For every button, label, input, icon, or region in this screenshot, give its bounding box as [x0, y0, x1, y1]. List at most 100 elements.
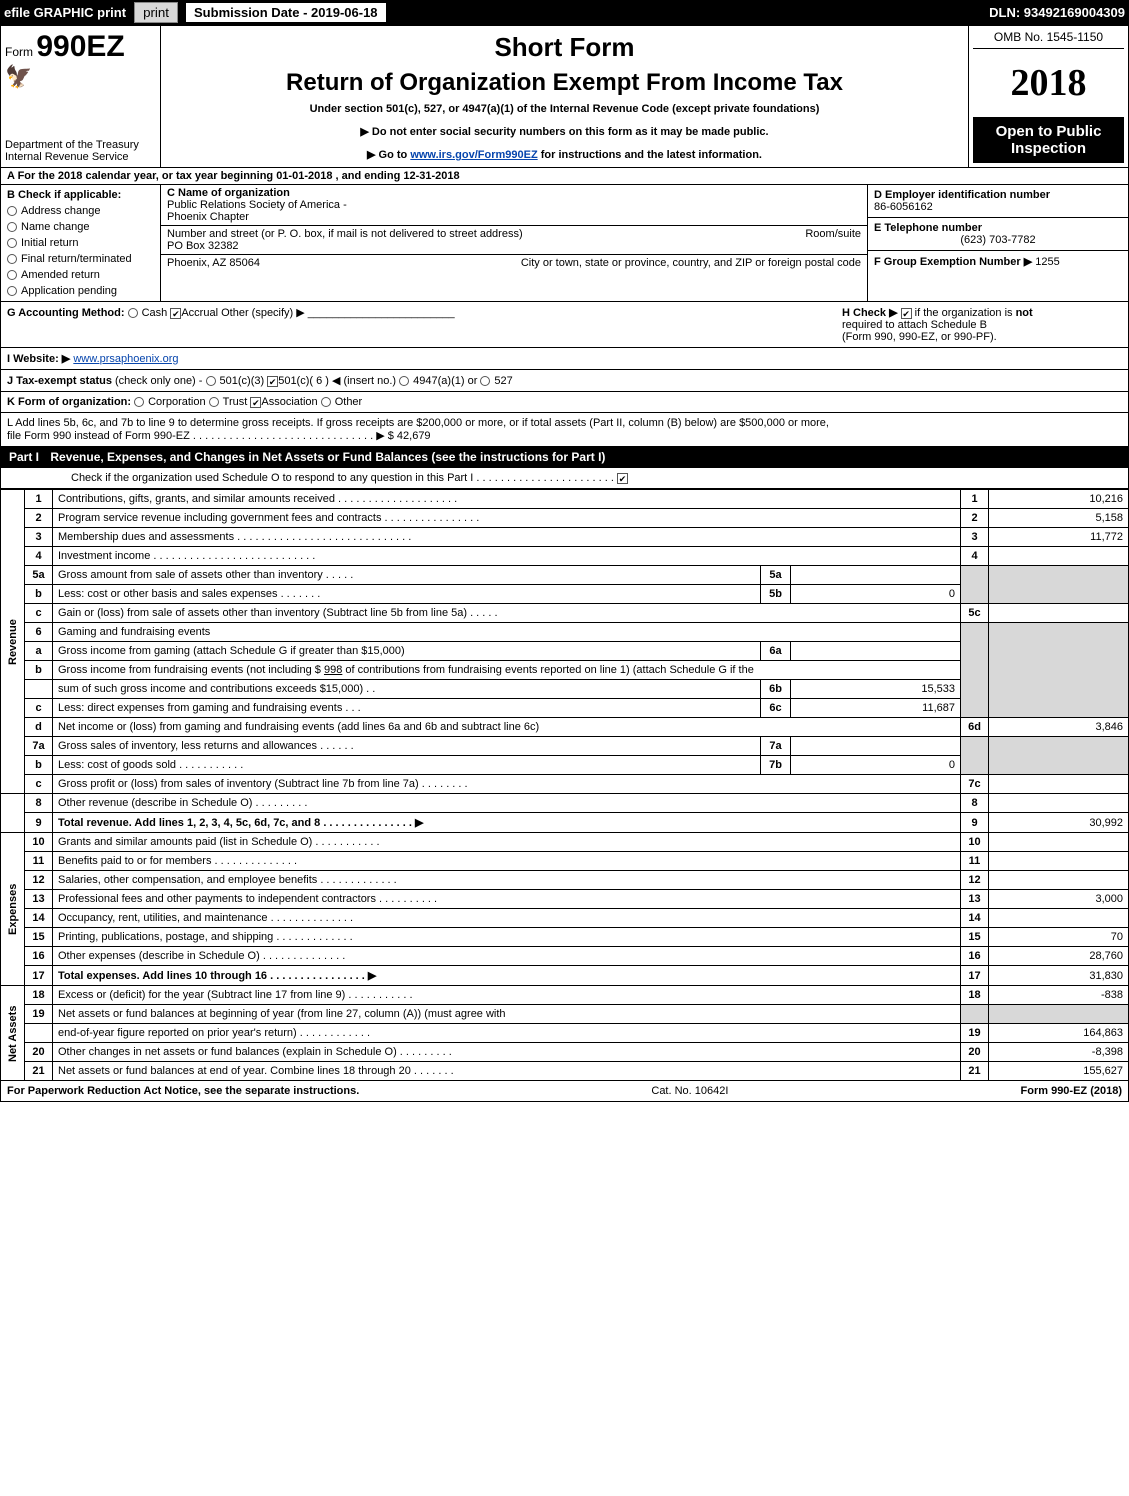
l6b2-num	[25, 680, 53, 699]
l18-num: 18	[25, 986, 53, 1005]
l-text1: L Add lines 5b, 6c, and 7b to line 9 to …	[7, 417, 1122, 429]
opt-accrual: Accrual	[181, 307, 218, 319]
h-text1: if the organization is	[915, 307, 1013, 319]
l11-num: 11	[25, 852, 53, 871]
l8-num: 8	[25, 794, 53, 813]
opt-corp: Corporation	[148, 396, 205, 408]
l10-rv	[989, 833, 1129, 852]
check-accrual[interactable]	[170, 308, 181, 319]
l11-desc: Benefits paid to or for members . . . . …	[53, 852, 961, 871]
l6d-desc: Net income or (loss) from gaming and fun…	[53, 718, 961, 737]
instr-goto-suffix: for instructions and the latest informat…	[541, 149, 762, 161]
l5c-num: c	[25, 604, 53, 623]
part1-header: Part I Revenue, Expenses, and Changes in…	[0, 447, 1129, 468]
l19b-rv: 164,863	[989, 1024, 1129, 1043]
l2-desc: Program service revenue including govern…	[53, 509, 961, 528]
opt-assoc: Association	[261, 396, 317, 408]
check-schedule-o[interactable]	[617, 473, 628, 484]
table-row: cLess: direct expenses from gaming and f…	[1, 699, 1129, 718]
l3-rn: 3	[961, 528, 989, 547]
table-row: 9 Total revenue. Add lines 1, 2, 3, 4, 5c…	[1, 813, 1129, 833]
radio-cash[interactable]	[128, 308, 138, 318]
table-row: bLess: cost or other basis and sales exp…	[1, 585, 1129, 604]
radio-final-return[interactable]	[7, 254, 17, 264]
h-label: H Check ▶	[842, 307, 898, 319]
l7c-num: c	[25, 775, 53, 794]
l1-rn: 1	[961, 490, 989, 509]
tax-year: 2018	[973, 61, 1124, 105]
l18-rn: 18	[961, 986, 989, 1005]
l21-rn: 21	[961, 1062, 989, 1081]
short-form-title: Short Form	[167, 32, 962, 63]
radio-app-pending[interactable]	[7, 286, 17, 296]
website-link[interactable]: www.prsaphoenix.org	[73, 353, 178, 365]
l8-rn: 8	[961, 794, 989, 813]
table-row: cGross profit or (loss) from sales of in…	[1, 775, 1129, 794]
main-title: Return of Organization Exempt From Incom…	[167, 69, 962, 97]
opt-4947: 4947(a)(1) or	[413, 375, 477, 387]
radio-amended[interactable]	[7, 270, 17, 280]
l5a-num: 5a	[25, 566, 53, 585]
l8-desc: Other revenue (describe in Schedule O) .…	[53, 794, 961, 813]
l7b-mv: 0	[791, 756, 961, 775]
phone-value: (623) 703-7782	[874, 234, 1122, 246]
dln-label: DLN: 93492169004309	[989, 5, 1125, 20]
j-label: J Tax-exempt status	[7, 375, 112, 387]
l13-desc: Professional fees and other payments to …	[53, 890, 961, 909]
check-501c[interactable]	[267, 376, 278, 387]
l13-rv: 3,000	[989, 890, 1129, 909]
opt-name-change: Name change	[21, 221, 90, 233]
l12-desc: Salaries, other compensation, and employ…	[53, 871, 961, 890]
shade-7v	[989, 737, 1129, 775]
l9-rn: 9	[961, 813, 989, 833]
l10-rn: 10	[961, 833, 989, 852]
print-button[interactable]: print	[134, 2, 178, 23]
l7b-num: b	[25, 756, 53, 775]
radio-501c3[interactable]	[206, 376, 216, 386]
radio-name-change[interactable]	[7, 222, 17, 232]
radio-other-org[interactable]	[321, 397, 331, 407]
l6a-num: a	[25, 642, 53, 661]
table-row: bLess: cost of goods sold . . . . . . . …	[1, 756, 1129, 775]
l9-desc-b: Total revenue. Add lines 1, 2, 3, 4, 5c,…	[58, 817, 423, 829]
shade-7	[961, 737, 989, 775]
table-row: cGain or (loss) from sale of assets othe…	[1, 604, 1129, 623]
l11-rn: 11	[961, 852, 989, 871]
ein-value: 86-6056162	[874, 201, 1122, 213]
shade-5v	[989, 566, 1129, 604]
l4-num: 4	[25, 547, 53, 566]
radio-527[interactable]	[480, 376, 490, 386]
radio-corp[interactable]	[134, 397, 144, 407]
l6d-num: d	[25, 718, 53, 737]
l15-num: 15	[25, 928, 53, 947]
l18-desc: Excess or (deficit) for the year (Subtra…	[53, 986, 961, 1005]
l19-num: 19	[25, 1005, 53, 1024]
phone-label: E Telephone number	[874, 222, 1122, 234]
l4-desc: Investment income . . . . . . . . . . . …	[53, 547, 961, 566]
l2-num: 2	[25, 509, 53, 528]
table-row: bGross income from fundraising events (n…	[1, 661, 1129, 680]
g-label: G Accounting Method:	[7, 307, 125, 319]
l8-rv	[989, 794, 1129, 813]
check-assoc[interactable]	[250, 397, 261, 408]
radio-initial-return[interactable]	[7, 238, 17, 248]
table-row: 11Benefits paid to or for members . . . …	[1, 852, 1129, 871]
l14-rv	[989, 909, 1129, 928]
l17-desc: Total expenses. Add lines 10 through 16 …	[53, 966, 961, 986]
l6b-pre: Gross income from fundraising events (no…	[58, 664, 324, 676]
l12-rv	[989, 871, 1129, 890]
radio-trust[interactable]	[209, 397, 219, 407]
footer: For Paperwork Reduction Act Notice, see …	[0, 1081, 1129, 1102]
irs-link[interactable]: www.irs.gov/Form990EZ	[410, 149, 537, 161]
opt-initial-return: Initial return	[21, 237, 78, 249]
efile-label: efile GRAPHIC print	[4, 5, 126, 20]
part1-label: Part I	[9, 450, 47, 464]
table-row: sum of such gross income and contributio…	[1, 680, 1129, 699]
l9-desc: Total revenue. Add lines 1, 2, 3, 4, 5c,…	[53, 813, 961, 833]
radio-4947[interactable]	[399, 376, 409, 386]
radio-address-change[interactable]	[7, 206, 17, 216]
check-h[interactable]	[901, 308, 912, 319]
table-row: 21Net assets or fund balances at end of …	[1, 1062, 1129, 1081]
check-b-block: B Check if applicable: Address change Na…	[1, 185, 161, 301]
l6a-mv	[791, 642, 961, 661]
